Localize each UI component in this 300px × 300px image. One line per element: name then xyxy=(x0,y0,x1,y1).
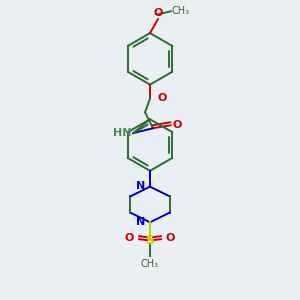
Text: N: N xyxy=(136,217,145,227)
Text: O: O xyxy=(173,120,182,130)
Text: N: N xyxy=(136,181,145,191)
Text: O: O xyxy=(153,8,163,18)
Text: HN: HN xyxy=(113,128,131,138)
Text: O: O xyxy=(125,233,134,243)
Text: CH₃: CH₃ xyxy=(141,259,159,269)
Text: O: O xyxy=(166,233,175,243)
Text: S: S xyxy=(146,234,154,247)
Text: O: O xyxy=(158,94,167,103)
Text: CH₃: CH₃ xyxy=(172,6,190,16)
